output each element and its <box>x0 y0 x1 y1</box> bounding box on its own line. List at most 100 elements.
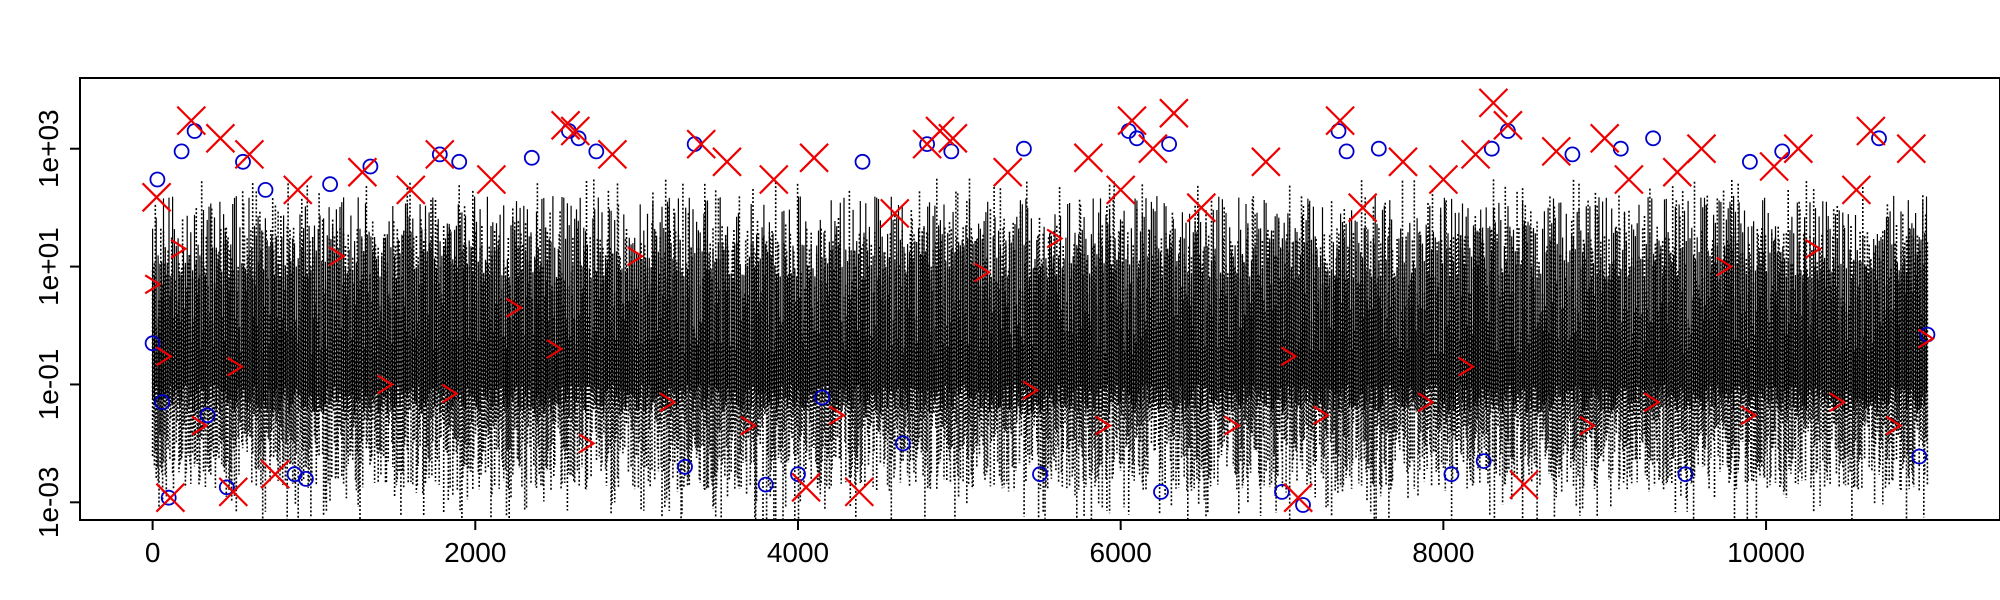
x-tick-label: 6000 <box>1090 537 1152 568</box>
red-chevron-marker <box>659 392 677 413</box>
x-tick-label: 8000 <box>1412 537 1474 568</box>
red-chevron-marker <box>1417 392 1435 413</box>
red-chevron-marker <box>170 238 188 259</box>
red-x-marker <box>686 129 716 159</box>
blue-circle-point <box>431 146 448 163</box>
blue-circle-point <box>1161 136 1177 153</box>
blue-circle-point <box>218 479 235 496</box>
blue-circle-point <box>1338 143 1355 160</box>
red-x-marker <box>205 123 236 154</box>
red-chevron-marker <box>328 246 346 267</box>
red-x-marker <box>1783 133 1814 164</box>
blue-circle-point <box>154 394 171 411</box>
red-chevron-marker <box>506 297 524 318</box>
red-x-marker <box>283 175 313 205</box>
red-x-marker <box>396 175 426 205</box>
blue-circle-point <box>1295 497 1311 513</box>
red-x-marker <box>938 123 968 154</box>
red-chevron-marker <box>578 433 596 454</box>
blue-circle-point <box>160 489 177 506</box>
blue-circle-point <box>588 143 605 160</box>
red-x-marker <box>234 139 265 170</box>
blue-circle-point <box>757 476 774 493</box>
red-chevron-marker <box>441 383 459 404</box>
blue-circle-point <box>686 136 703 153</box>
red-chevron-marker <box>1224 415 1242 436</box>
red-x-marker <box>759 164 789 195</box>
red-chevron-marker <box>1917 328 1935 349</box>
red-x-marker <box>1589 123 1620 154</box>
y-tick-label: 1e+03 <box>33 109 64 188</box>
blue-circle-point <box>1330 123 1347 139</box>
red-chevron-marker <box>144 274 162 295</box>
red-x-marker <box>1117 105 1147 136</box>
red-x-marker <box>1541 136 1572 167</box>
red-x-marker <box>791 472 821 503</box>
red-x-marker <box>1856 116 1886 146</box>
red-x-marker <box>560 116 591 146</box>
red-x-marker <box>712 147 742 177</box>
blue-circle-point <box>362 158 379 175</box>
red-chevron-marker <box>828 405 846 426</box>
plot-clipped <box>141 88 1936 520</box>
blue-circle-point <box>1774 143 1791 160</box>
blue-circle-point <box>919 136 935 153</box>
blue-circle-point <box>943 143 960 160</box>
blue-circle-point <box>1483 140 1500 157</box>
blue-circle-point <box>1032 466 1048 483</box>
red-chevron-marker <box>740 415 758 436</box>
blue-circle-point <box>297 470 314 487</box>
blue-circle-point <box>790 466 806 483</box>
red-x-marker <box>799 143 829 173</box>
red-chevron-marker <box>1280 346 1298 367</box>
red-x-marker <box>1428 164 1459 195</box>
red-x-marker <box>476 164 507 195</box>
red-x-marker <box>550 110 581 141</box>
blue-circle-point <box>451 153 468 170</box>
red-x-marker <box>176 105 207 136</box>
blue-circle-point <box>1120 123 1137 139</box>
red-chevron-marker <box>155 346 173 367</box>
red-x-marker <box>1325 105 1355 136</box>
red-chevron-marker <box>546 339 564 359</box>
x-tick-label: 10000 <box>1727 537 1805 568</box>
red-chevron-marker <box>1458 356 1476 377</box>
red-x-marker <box>1283 482 1313 513</box>
red-chevron-marker <box>627 246 645 267</box>
red-chevron-marker <box>1804 238 1822 259</box>
line-core <box>152 195 1928 414</box>
blue-circle-point <box>1645 130 1661 147</box>
red-chevron-marker <box>377 374 395 395</box>
red-x-marker <box>1686 133 1717 164</box>
red-chevron-marker <box>1046 228 1064 249</box>
red-chevron-marker <box>191 415 209 436</box>
red-x-marker <box>1614 164 1644 195</box>
blue-circle-point <box>523 149 540 166</box>
red-x-marker <box>1251 147 1281 177</box>
red-chevron-marker <box>1643 392 1661 413</box>
red-x-marker <box>1388 147 1418 177</box>
blue-circle-point <box>1153 483 1169 500</box>
blue-circle-point <box>1016 140 1032 157</box>
red-marker-series <box>141 88 1935 513</box>
blue-circle-point <box>322 176 339 193</box>
blue-circle-point <box>144 335 161 352</box>
y-tick-label: 1e-03 <box>33 467 64 539</box>
blue-circle-point <box>173 143 190 160</box>
blue-circle-point <box>1911 448 1928 465</box>
blue-circle-point <box>199 407 216 424</box>
blue-circle-point <box>235 153 251 170</box>
red-chevron-marker <box>226 356 244 377</box>
red-x-marker <box>260 459 290 489</box>
blue-circle-point <box>1564 146 1581 163</box>
x-tick-label: 2000 <box>444 537 506 568</box>
blue-circle-point <box>1871 130 1887 147</box>
blue-circle-point <box>677 458 693 475</box>
axis-layer: 0 2000 4000 6000 8000 10000 1e-03 1e-01 1e+01 1e+… <box>33 109 1805 568</box>
red-x-marker <box>1493 110 1523 141</box>
blue-circle-point <box>186 123 203 139</box>
blue-circle-point <box>814 389 831 406</box>
red-chevron-marker <box>1885 415 1903 436</box>
red-x-marker <box>1478 88 1509 118</box>
